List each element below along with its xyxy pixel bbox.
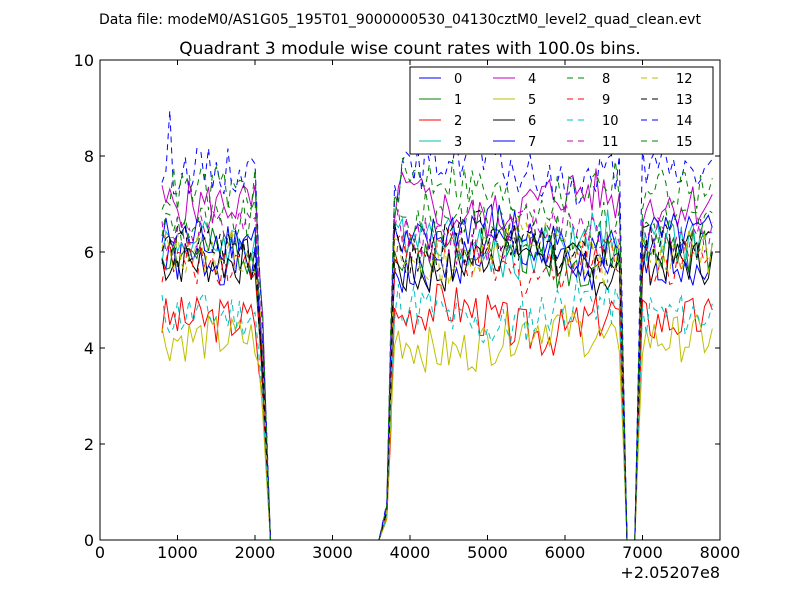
- legend-label-4: 4: [528, 72, 536, 87]
- x-offset-label: +2.05207e8: [620, 563, 720, 582]
- series-line-0: [161, 229, 713, 541]
- x-tick-label: 0: [95, 543, 105, 562]
- series-line-7: [161, 203, 713, 541]
- x-tick-label: 2000: [235, 543, 276, 562]
- series-line-9: [161, 228, 713, 541]
- x-tick-label: 3000: [312, 543, 353, 562]
- x-tick-label: 6000: [545, 543, 586, 562]
- legend-label-13: 13: [676, 93, 693, 108]
- data-file-label: Data file: modeM0/AS1G05_195T01_90000005…: [99, 12, 701, 28]
- legend-label-11: 11: [602, 135, 619, 150]
- x-tick-label: 4000: [390, 543, 431, 562]
- y-tick-label: 4: [84, 339, 94, 358]
- legend-label-7: 7: [528, 135, 536, 150]
- legend-label-0: 0: [454, 72, 462, 87]
- y-tick-label: 8: [84, 147, 94, 166]
- legend-label-12: 12: [676, 72, 693, 87]
- x-tick-label: 8000: [700, 543, 741, 562]
- series-line-15: [161, 157, 713, 541]
- y-tick-label: 0: [84, 531, 94, 550]
- legend-label-10: 10: [602, 114, 619, 129]
- chart-title: Quadrant 3 module wise count rates with …: [179, 39, 640, 59]
- legend-label-8: 8: [602, 72, 610, 87]
- series-line-5: [161, 304, 713, 541]
- legend-label-2: 2: [454, 114, 462, 129]
- plot-area: [161, 110, 713, 541]
- series-line-2: [161, 283, 713, 541]
- series-line-13: [161, 209, 713, 541]
- legend-label-6: 6: [528, 114, 536, 129]
- legend-label-9: 9: [602, 93, 610, 108]
- x-tick-label: 1000: [157, 543, 198, 562]
- legend-label-15: 15: [676, 135, 693, 150]
- x-tick-label: 7000: [622, 543, 663, 562]
- legend-box: [409, 66, 714, 155]
- y-tick-label: 2: [84, 435, 94, 454]
- legend-label-1: 1: [454, 93, 462, 108]
- series-line-12: [161, 216, 713, 541]
- x-tick-label: 5000: [467, 543, 508, 562]
- legend-label-5: 5: [528, 93, 536, 108]
- y-tick-label: 10: [74, 51, 94, 70]
- series-line-14: [161, 110, 713, 541]
- series-line-11: [161, 201, 713, 541]
- legend-label-3: 3: [454, 135, 462, 150]
- y-tick-label: 6: [84, 243, 94, 262]
- legend-label-14: 14: [676, 114, 693, 129]
- series-line-6: [161, 225, 713, 541]
- series-line-10: [161, 278, 713, 541]
- series-line-8: [161, 189, 713, 541]
